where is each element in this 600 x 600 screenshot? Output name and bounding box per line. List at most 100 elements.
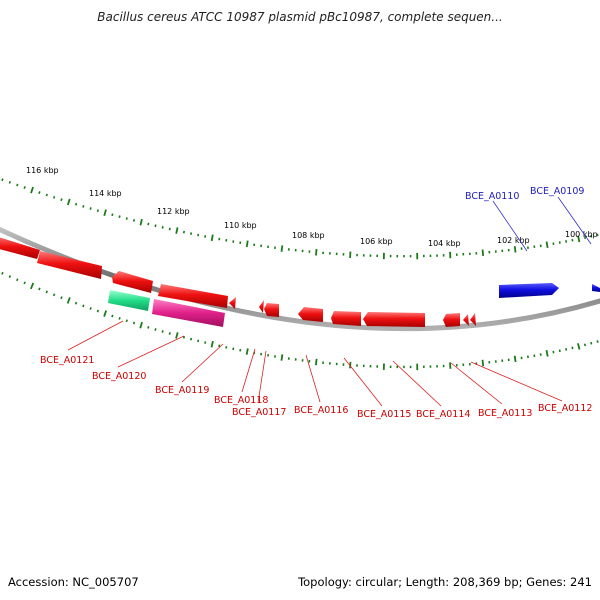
- gene-bce-a0121[interactable]: [108, 290, 150, 311]
- outer-ring-minor-tick: [132, 219, 136, 222]
- outer-ring-minor-tick: [60, 198, 63, 202]
- outer-ring-minor-tick: [96, 209, 99, 213]
- outer-ring-minor-tick: [118, 215, 121, 219]
- forward-leader-lines: [492, 196, 592, 252]
- gene-bce-a0109[interactable]: [592, 284, 600, 292]
- inner-ring-major-tick: [280, 354, 284, 361]
- gene-bce-a0120[interactable]: [152, 299, 225, 327]
- outer-ring-minor-tick: [147, 222, 150, 226]
- inner-ring-major-tick: [103, 310, 108, 317]
- inner-ring-minor-tick: [89, 307, 92, 310]
- inner-ring-minor-tick: [132, 321, 136, 325]
- inner-ring-minor-tick: [596, 340, 599, 343]
- outer-ring-minor-tick: [111, 213, 114, 217]
- scale-label-100: 100 kbp: [565, 230, 598, 239]
- outer-ring-minor-tick: [125, 217, 128, 220]
- inner-ring-minor-tick: [16, 278, 19, 282]
- inner-ring-minor-tick: [52, 293, 56, 297]
- outer-ring-minor-tick: [23, 186, 26, 189]
- inner-ring-minor-tick: [189, 337, 193, 341]
- inner-ring-minor-tick: [182, 335, 186, 339]
- inner-ring-minor-tick: [154, 328, 157, 331]
- leader-line-bce-a0114: [392, 360, 442, 407]
- leader-line-bce-a0117: [257, 350, 267, 404]
- inner-ring-minor-tick: [38, 287, 41, 291]
- inner-ring-major-tick: [210, 340, 214, 348]
- gene-bce-a0120-arrow[interactable]: [112, 271, 153, 293]
- leader-line-bce-a0120: [117, 335, 185, 368]
- scale-label-108: 108 kbp: [292, 231, 325, 240]
- reverse-genes: [0, 236, 476, 327]
- leader-line-bce-a0109: [557, 196, 592, 245]
- outer-ring-major-tick: [66, 198, 71, 206]
- label-bce-a0116[interactable]: BCE_A0116: [294, 405, 348, 416]
- leader-line-bce-a0115: [343, 357, 383, 407]
- inner-ring-minor-tick: [583, 343, 587, 347]
- outer-ring-minor-tick: [154, 224, 157, 228]
- scale-labels: 116 kbp 114 kbp 112 kbp 110 kbp 108 kbp …: [26, 166, 598, 248]
- inner-ring-minor-tick: [590, 341, 593, 345]
- gene-bce-a0112-arrow-b[interactable]: [470, 313, 476, 326]
- outer-ring-minor-tick: [45, 193, 48, 197]
- leader-line-bce-a0118: [241, 348, 256, 393]
- label-bce-a0119[interactable]: BCE_A0119: [155, 385, 209, 396]
- label-bce-a0109[interactable]: BCE_A0109: [530, 186, 584, 197]
- leader-line-bce-a0116: [305, 354, 321, 403]
- outer-ring-major-tick: [481, 249, 485, 257]
- gene-bce-a0113-arrow[interactable]: [443, 313, 460, 327]
- outer-ring-major-tick: [175, 227, 179, 234]
- gene-bce-a0112-arrow-a[interactable]: [463, 314, 469, 326]
- inner-ring-minor-tick: [197, 339, 200, 343]
- outer-ring-major-tick: [280, 245, 284, 252]
- outer-scale-ring: [1, 178, 599, 260]
- gene-bce-a0115-arrow[interactable]: [331, 311, 361, 326]
- label-bce-a0115[interactable]: BCE_A0115: [357, 409, 411, 420]
- label-bce-a0110[interactable]: BCE_A0110: [465, 191, 519, 202]
- gene-bce-a0117-arrow-a[interactable]: [259, 300, 264, 313]
- inner-ring-minor-tick: [96, 309, 100, 313]
- gene-bce-a0116-arrow[interactable]: [298, 307, 323, 322]
- outer-ring-minor-tick: [596, 233, 599, 237]
- accession-text: Accession: NC_005707: [8, 575, 139, 589]
- label-bce-a0114[interactable]: BCE_A0114: [416, 409, 470, 420]
- gene-bce-a0110[interactable]: [499, 283, 559, 298]
- outer-ring-minor-tick: [38, 191, 41, 194]
- gene-bce-a0117-arrow-b[interactable]: [264, 303, 279, 317]
- outer-ring-minor-tick: [161, 226, 164, 229]
- scale-label-112: 112 kbp: [157, 207, 190, 216]
- inner-ring-major-tick: [315, 358, 318, 366]
- outer-ring-minor-tick: [82, 205, 85, 208]
- inner-ring-minor-tick: [204, 341, 207, 344]
- inner-ring-minor-tick: [23, 281, 26, 285]
- label-bce-a0112[interactable]: BCE_A0112: [538, 403, 592, 414]
- label-bce-a0120[interactable]: BCE_A0120: [92, 371, 146, 382]
- scale-label-116: 116 kbp: [26, 166, 59, 175]
- leader-line-bce-a0119: [181, 343, 224, 383]
- gene-bce-a0122[interactable]: [0, 236, 40, 259]
- inner-ring-minor-tick: [571, 346, 574, 350]
- gene-bce-a0118-arrow[interactable]: [229, 297, 236, 309]
- inner-ring-minor-tick: [225, 345, 228, 349]
- scale-label-106: 106 kbp: [360, 237, 393, 246]
- inner-ring-major-tick: [577, 343, 581, 350]
- label-bce-a0117[interactable]: BCE_A0117: [232, 407, 286, 418]
- inner-ring-minor-tick: [125, 319, 128, 323]
- inner-ring-minor-tick: [1, 271, 4, 275]
- forward-genes: [499, 283, 600, 298]
- inner-ring-minor-tick: [82, 304, 85, 308]
- inner-ring-minor-tick: [111, 314, 114, 318]
- gene-bce-a0119-arrow[interactable]: [158, 284, 228, 308]
- leader-line-bce-a0113: [450, 362, 503, 405]
- inner-ring-major-tick: [513, 355, 517, 363]
- inner-ring-minor-tick: [74, 301, 78, 305]
- inner-ring-major-tick: [175, 332, 179, 339]
- gene-bce-a0121-arrow[interactable]: [37, 251, 102, 279]
- label-bce-a0118[interactable]: BCE_A0118: [214, 395, 268, 406]
- gene-bce-a0114-arrow[interactable]: [363, 312, 425, 327]
- inner-ring-major-tick: [481, 359, 485, 367]
- label-bce-a0121[interactable]: BCE_A0121: [40, 355, 94, 366]
- inner-ring-major-tick: [139, 321, 143, 329]
- label-bce-a0113[interactable]: BCE_A0113: [478, 408, 532, 419]
- inner-ring-minor-tick: [558, 349, 561, 353]
